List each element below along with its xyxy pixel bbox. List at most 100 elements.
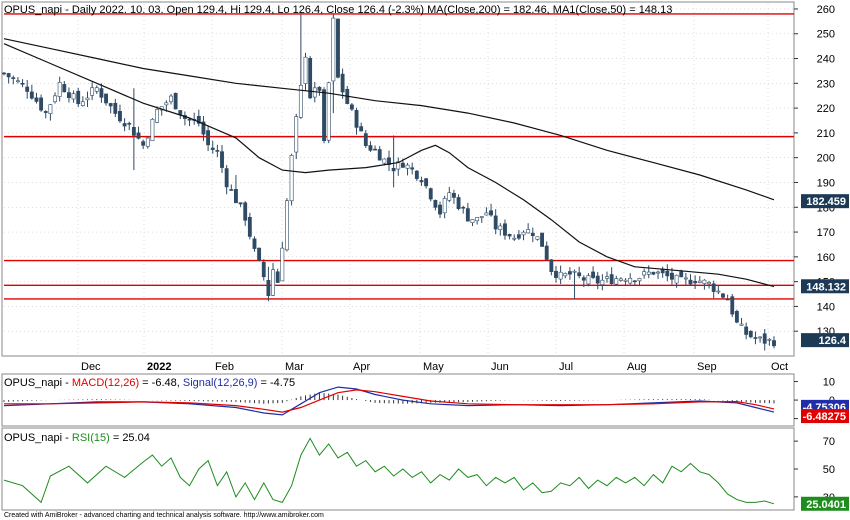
candle-body	[85, 97, 90, 101]
rsi-line	[3, 437, 775, 505]
candle-body	[475, 217, 480, 222]
candle-body	[447, 192, 452, 201]
candle-body	[526, 229, 531, 234]
candle-body	[591, 271, 596, 278]
candle-body	[716, 290, 721, 293]
candle-body	[544, 245, 549, 260]
candle-body	[456, 197, 461, 209]
candle-body	[280, 247, 285, 282]
candle-body	[234, 189, 238, 204]
candle-body	[368, 145, 373, 151]
candle-body	[206, 130, 211, 146]
candle-body	[187, 118, 192, 121]
x-axis-label: Jun	[491, 361, 509, 373]
price-panel-title: OPUS_napi - Daily 2022. 10. 03. Open 129…	[4, 4, 672, 16]
candle-body	[94, 87, 99, 92]
candle-body	[289, 155, 294, 202]
candle-body	[308, 58, 313, 99]
candle-body	[303, 56, 308, 84]
price-tick-label: 220	[817, 103, 835, 115]
macd-panel-title: OPUS_napi - MACD(12,26) = -6.48, Signal(…	[4, 377, 295, 389]
candle-body	[247, 216, 252, 237]
candle-body	[396, 161, 401, 170]
rsi-title-prefix: OPUS_napi -	[4, 432, 72, 444]
x-axis-label: Aug	[627, 361, 647, 373]
rsi-tick-label: 70	[823, 436, 835, 448]
candle-body	[363, 133, 368, 146]
candle-body	[753, 337, 758, 339]
candle-body	[484, 212, 489, 216]
x-axis-labels: Dec 2022 Feb Mar Apr May Jun Jul Aug Sep Oct	[81, 361, 788, 373]
ma50-badge-bg	[801, 279, 849, 294]
rsi-title-name: RSI(15)	[72, 432, 110, 444]
candle-body	[229, 189, 234, 191]
candlestick-series	[2, 13, 776, 351]
ma200-line	[3, 38, 775, 201]
candle-body	[489, 210, 493, 216]
rsi-badge: 25.0401	[806, 499, 846, 511]
candle-body	[734, 311, 739, 323]
candle-body	[744, 326, 749, 335]
candle-body	[521, 231, 526, 236]
candle-body	[271, 269, 275, 296]
candle-body	[71, 93, 76, 100]
candle-body	[507, 234, 512, 237]
candle-body	[150, 118, 155, 142]
candle-body	[238, 202, 243, 205]
candle-body	[118, 111, 122, 122]
candle-body	[99, 88, 104, 98]
candle-body	[173, 92, 178, 110]
candle-body	[25, 86, 30, 92]
candle-body	[410, 167, 415, 170]
candle-body	[67, 92, 71, 99]
candle-body	[340, 73, 345, 93]
candle-body	[131, 127, 136, 136]
candle-body	[6, 73, 11, 78]
rsi-title-value: = 25.04	[110, 432, 150, 444]
candle-body	[656, 271, 660, 274]
candle-body	[623, 279, 628, 282]
candle-body	[349, 104, 354, 110]
candle-body	[178, 110, 183, 115]
ma50-badge: 148.132	[806, 281, 846, 293]
candle-body	[433, 199, 438, 208]
x-axis-label: Mar	[285, 361, 304, 373]
price-tick-label: 140	[817, 301, 835, 313]
macd-histogram	[3, 392, 775, 404]
candle-body	[762, 333, 767, 344]
candle-body	[400, 162, 405, 168]
candle-body	[600, 279, 605, 285]
macd-line	[3, 386, 775, 416]
macd-title-name: MACD(12,26)	[72, 377, 139, 389]
candle-body	[758, 336, 763, 339]
candle-body	[465, 208, 470, 222]
candle-body	[76, 90, 81, 105]
candle-body	[122, 123, 127, 127]
candle-body	[104, 93, 108, 104]
horizontal-levels	[4, 13, 794, 300]
price-tick-label: 210	[817, 128, 835, 140]
candle-body	[326, 82, 331, 141]
candle-body	[665, 270, 670, 277]
candle-body	[646, 271, 651, 275]
candle-body	[285, 200, 289, 251]
candle-body	[563, 273, 568, 277]
candle-body	[540, 232, 544, 247]
candle-body	[11, 77, 16, 79]
candle-body	[605, 276, 609, 279]
candle-body	[15, 80, 20, 83]
candle-body	[373, 148, 378, 151]
candle-body	[711, 283, 716, 292]
candle-body	[442, 198, 447, 214]
candle-body	[498, 225, 503, 231]
candle-body	[220, 151, 224, 168]
x-axis-label: Apr	[353, 361, 370, 373]
candle-body	[554, 270, 558, 278]
candle-body	[391, 167, 396, 172]
price-tick-label: 250	[817, 29, 835, 41]
candle-body	[725, 298, 730, 301]
candle-body	[707, 282, 711, 285]
candle-body	[43, 111, 48, 113]
candle-body	[419, 180, 424, 183]
macd-tick-label: 10	[823, 377, 835, 389]
